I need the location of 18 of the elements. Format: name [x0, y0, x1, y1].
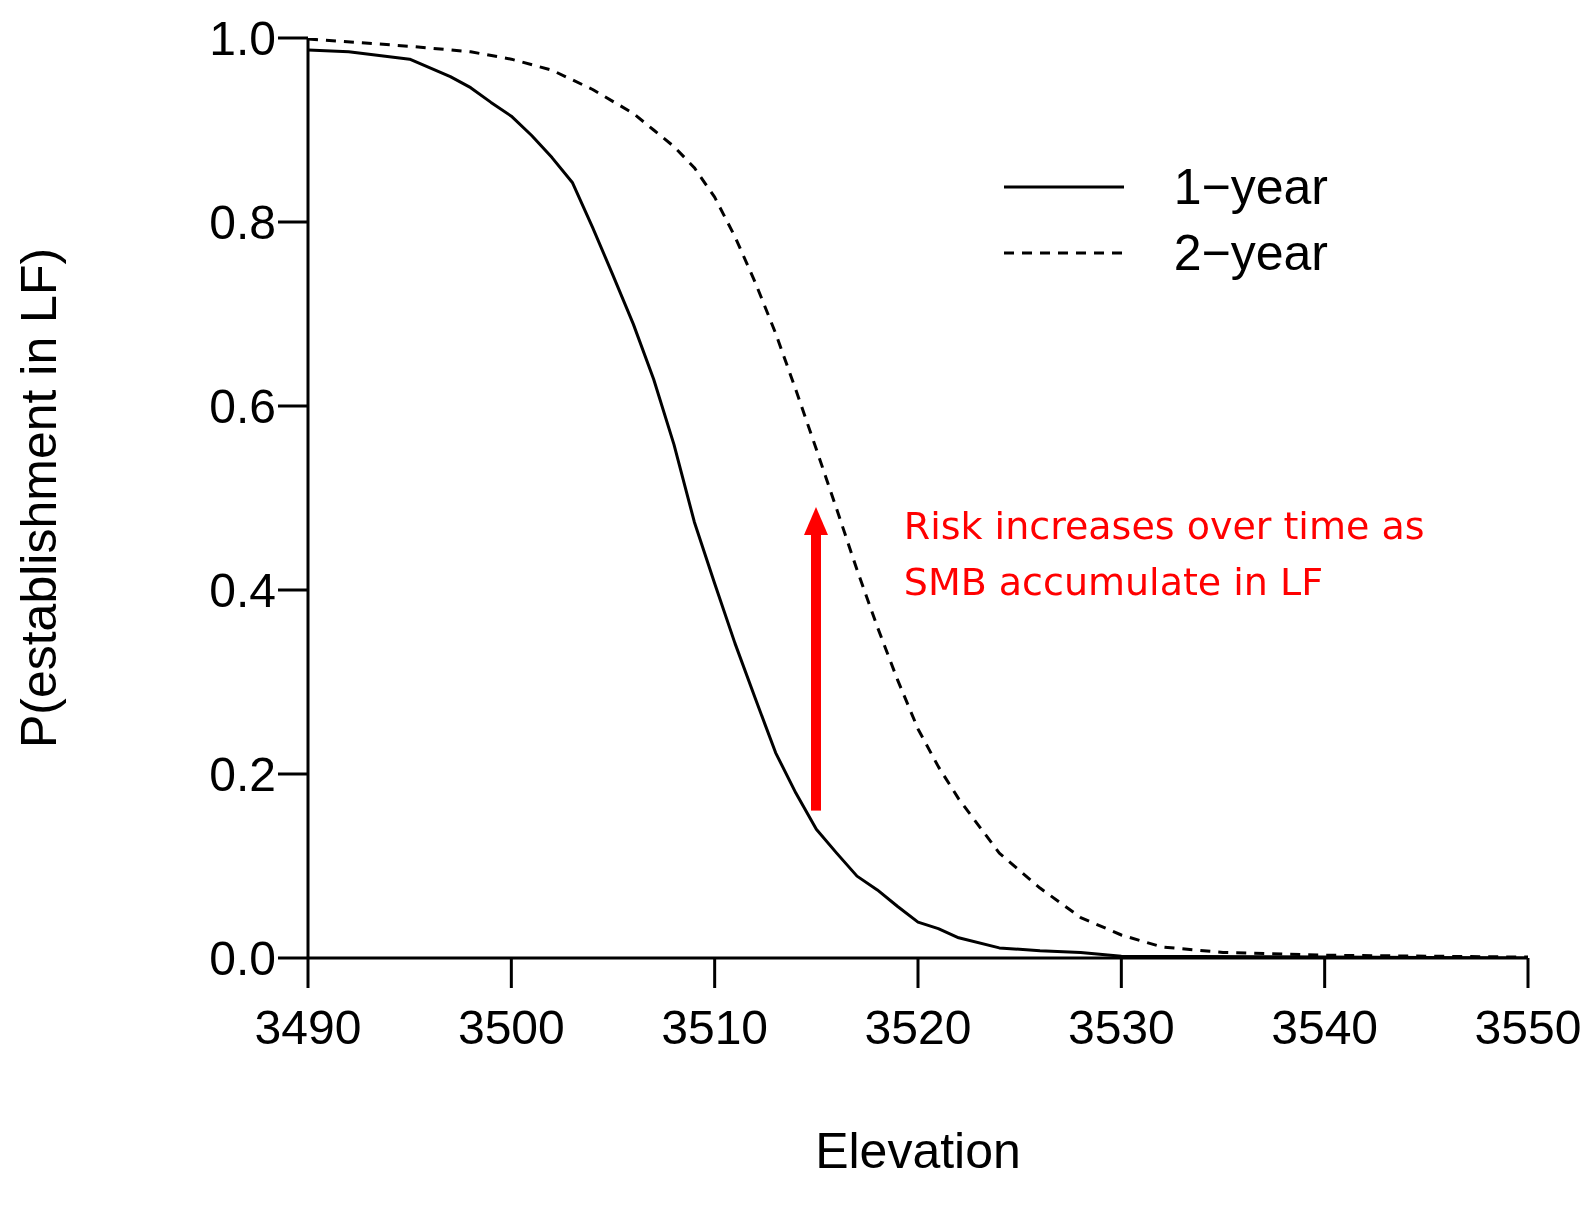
annotation: Risk increases over time as SMB accumulate in LF	[903, 503, 1426, 606]
y-axis-title: P(establishment in LF)	[10, 247, 67, 749]
x-tick-label: 3520	[864, 1001, 972, 1055]
x-tick-label: 3540	[1271, 1001, 1379, 1055]
y-tick-label: 0.8	[209, 196, 276, 250]
y-tick-label: 1.0	[209, 12, 276, 66]
y-tick-label: 0.4	[209, 564, 276, 618]
legend-label: 1−year	[1173, 158, 1328, 216]
y-tick-label: 0.0	[209, 932, 276, 986]
x-axis-title: Elevation	[815, 1123, 1021, 1179]
legend-label: 2−year	[1173, 224, 1328, 282]
x-tick-label: 3530	[1067, 1001, 1175, 1055]
x-tick-label: 3490	[254, 1001, 362, 1055]
x-tick-label: 3550	[1474, 1001, 1582, 1055]
y-tick-label: 0.2	[209, 748, 276, 802]
x-tick-label: 3500	[457, 1001, 565, 1055]
x-tick-label: 3510	[661, 1001, 769, 1055]
y-tick-label: 0.6	[209, 380, 276, 434]
